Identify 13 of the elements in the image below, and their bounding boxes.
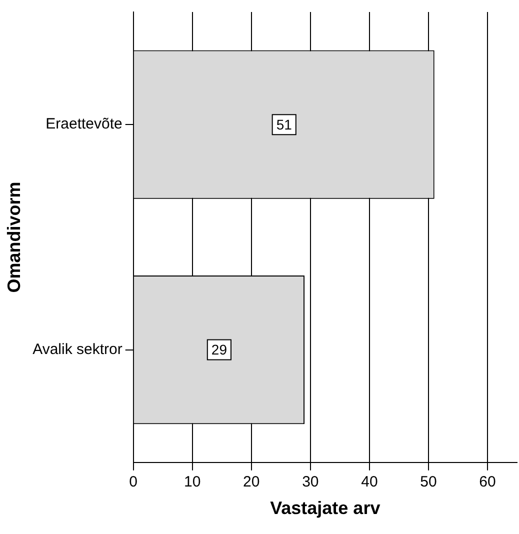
x-tick-label: 50: [420, 474, 437, 491]
data-label: 51: [276, 116, 292, 132]
x-tick-label: 30: [302, 474, 319, 491]
x-tick-label: 40: [361, 474, 378, 491]
y-axis-title: Omandivorm: [4, 182, 24, 293]
x-tick-label: 60: [479, 474, 496, 491]
y-tick-label: Avalik sektror: [32, 340, 122, 358]
data-label: 29: [211, 342, 228, 358]
x-tick-label: 0: [129, 474, 138, 491]
x-axis-title: Vastajate arv: [270, 498, 380, 518]
x-tick-label: 20: [243, 474, 260, 491]
x-tick-label: 10: [184, 474, 201, 491]
y-tick-label: Eraettevõte: [46, 116, 122, 133]
